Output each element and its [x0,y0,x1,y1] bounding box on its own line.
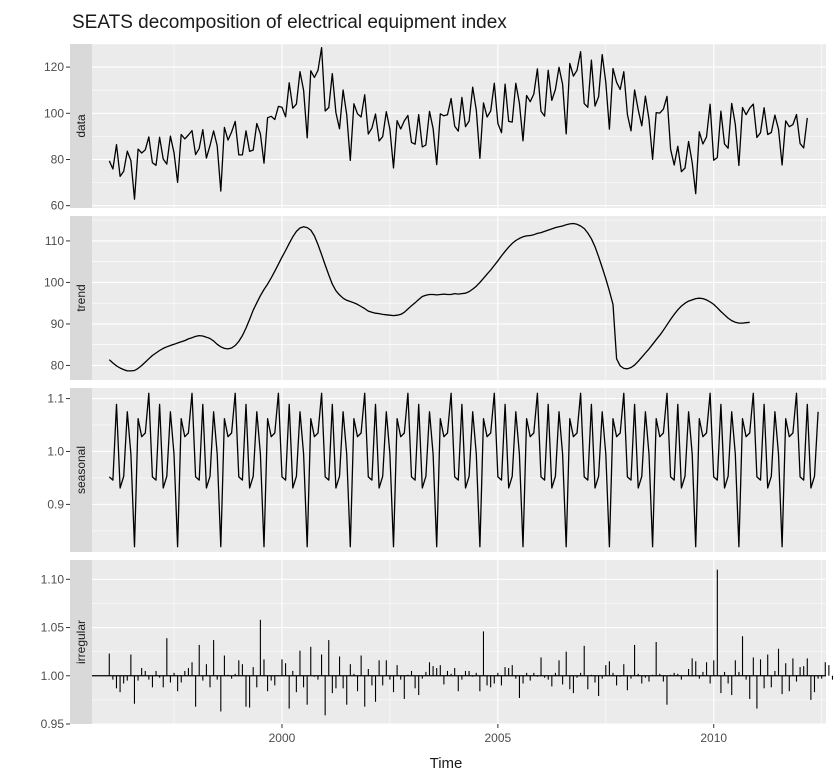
y-tick-label: 0.95 [41,717,65,731]
y-tick-label: 0.9 [47,497,64,511]
series-line-data [108,47,808,200]
x-tick-label: 2005 [485,731,512,745]
strip-trend [70,216,92,380]
y-tick-label: 1.00 [41,669,65,683]
y-tick-label: 120 [44,60,64,74]
y-tick-label: 100 [44,106,64,120]
y-tick-label: 1.0 [47,444,64,458]
y-tick-label: 1.10 [41,572,65,586]
strip-label-trend: trend [74,284,88,311]
y-tick-label: 1.1 [47,392,64,406]
y-tick-label: 80 [51,358,65,372]
strip-label-seasonal: seasonal [74,446,88,494]
chart-title: SEATS decomposition of electrical equipm… [72,12,507,33]
series-line-seasonal [108,392,819,548]
x-axis: 2000 2005 2010 [269,724,727,745]
y-tick-label: 1.05 [41,621,65,635]
y-tick-label: 110 [45,234,64,248]
y-tick-label: 100 [44,275,64,289]
panel-data: data 60 80 100 120 [44,43,826,213]
series-line-trend [108,222,750,372]
y-tick-label: 90 [51,317,65,331]
facet-panels: data 60 80 100 120 trend 80 90 100 110 seasonal 0.9… [41,43,834,731]
strip-label-irregular: irregular [74,620,88,664]
y-tick-label: 60 [51,199,65,213]
strip-label-data: data [74,114,88,138]
x-tick-label: 2010 [700,731,727,745]
strip-data [70,44,92,208]
strip-seasonal [70,388,92,552]
panel-trend: trend 80 90 100 110 [44,216,826,380]
y-tick-label: 80 [51,152,65,166]
strip-irregular [70,560,92,724]
panel-irregular: irregular 0.95 1.00 1.05 1.10 [41,560,834,731]
panel-background [92,216,826,380]
panel-background [92,560,826,724]
x-tick-label: 2000 [269,731,296,745]
panel-seasonal: seasonal 0.9 1.0 1.1 [47,388,826,552]
x-axis-title: Time [430,755,463,772]
